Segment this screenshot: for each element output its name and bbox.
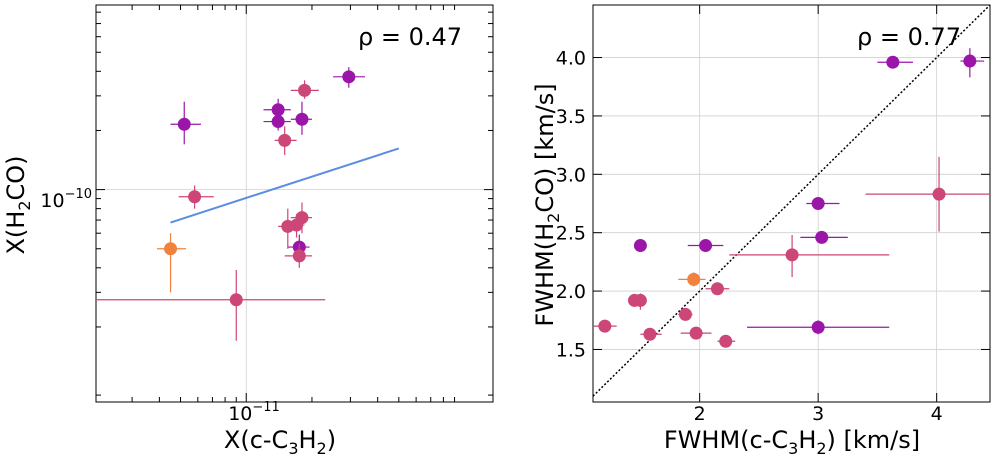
data-point [865, 156, 990, 232]
x-tick-label: 2 [694, 403, 706, 425]
data-point [705, 282, 730, 296]
point-marker [963, 54, 977, 68]
x-tick-label: 3 [812, 403, 824, 425]
data-point [960, 48, 985, 78]
data-point [274, 126, 297, 156]
point-marker [710, 282, 724, 296]
point-marker [932, 187, 946, 201]
one-to-one-line [592, 4, 991, 397]
left-ytick-label: 10−10 [40, 187, 92, 212]
left-ticks [96, 5, 493, 402]
y-tick-label: 3.0 [556, 164, 586, 186]
point-marker [292, 249, 306, 263]
left-xtick-label: 10−11 [228, 400, 280, 425]
data-point [156, 233, 187, 293]
data-point [290, 80, 319, 99]
data-point [333, 67, 366, 88]
data-point [290, 101, 312, 135]
data-point [593, 319, 617, 333]
point-marker [177, 117, 191, 131]
point-marker [811, 320, 825, 334]
y-tick-label: 2.0 [556, 281, 586, 303]
point-marker [785, 248, 799, 262]
point-marker [633, 293, 647, 307]
data-point [680, 326, 712, 340]
data-point [806, 197, 840, 210]
point-marker [298, 83, 312, 97]
point-marker [278, 133, 292, 147]
point-marker [643, 327, 657, 341]
point-marker [633, 239, 647, 253]
data-point [96, 269, 326, 341]
left-points [96, 67, 366, 341]
right-xlabel: FWHM(c-C3H2) [km/s] [664, 426, 920, 458]
right-ticks: 2 3 4 1.5 2.0 2.5 3.0 3.5 4.0 [556, 5, 990, 425]
data-point [717, 334, 736, 348]
x-tick-label: 4 [931, 403, 943, 425]
point-marker [815, 230, 829, 244]
data-point [877, 55, 913, 69]
left-scatter-panel: ρ = 0.47 10−11 10−10 X(c-C3H2) X(H2CO) [2, 4, 494, 458]
point-marker [229, 293, 243, 307]
point-marker [188, 190, 202, 204]
data-point [170, 101, 201, 145]
right-annotation: ρ = 0.77 [857, 23, 961, 51]
y-tick-label: 3.5 [556, 106, 586, 128]
data-point [633, 239, 647, 253]
right-points [593, 48, 990, 348]
y-tick-label: 2.5 [556, 223, 586, 245]
fit-line [170, 147, 400, 224]
point-marker [687, 272, 701, 286]
left-xlabel: X(c-C3H2) [224, 426, 336, 458]
data-point [678, 272, 706, 287]
y-tick-label: 1.5 [556, 339, 586, 361]
right-plot-frame [592, 4, 991, 403]
data-point [633, 293, 647, 310]
point-marker [295, 211, 309, 225]
left-grid [96, 5, 493, 402]
data-point [687, 239, 724, 253]
left-ylabel: X(H2CO) [2, 155, 34, 254]
left-plot-frame [95, 4, 494, 403]
data-point [178, 185, 214, 209]
data-point [263, 111, 291, 131]
point-marker [719, 334, 733, 348]
right-ylabel: FWHM(H2CO) [km/s] [531, 83, 563, 326]
left-fit-line-group [170, 147, 400, 224]
point-marker [886, 55, 900, 69]
point-marker [811, 197, 825, 210]
right-scatter-panel: 2 3 4 1.5 2.0 2.5 3.0 3.5 4.0 ρ = 0.77 FWHM(c-C3… [531, 4, 991, 458]
data-point [729, 235, 890, 278]
left-annotation: ρ = 0.47 [358, 23, 462, 51]
data-point [640, 327, 662, 341]
point-marker [271, 103, 285, 117]
point-marker [678, 307, 692, 321]
right-one-to-one-line-group [592, 4, 991, 397]
point-marker [164, 242, 178, 256]
data-point [678, 307, 693, 321]
data-point [747, 320, 890, 335]
y-tick-label: 4.0 [556, 48, 586, 70]
point-marker [699, 239, 713, 253]
point-marker [295, 112, 309, 126]
data-point [284, 243, 312, 268]
data-point [290, 202, 312, 234]
point-marker [342, 70, 356, 84]
data-point [800, 230, 848, 244]
point-marker [271, 115, 285, 129]
point-marker [689, 326, 703, 340]
point-marker [598, 319, 612, 333]
